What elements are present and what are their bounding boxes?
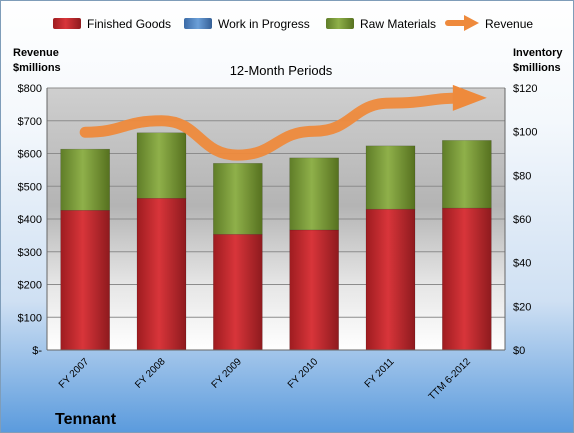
x-tick-label: FY 2008 (133, 356, 168, 391)
left-tick-label: $- (32, 345, 42, 357)
left-tick-label: $700 (18, 116, 42, 128)
bar-finished-goods (60, 210, 110, 351)
bar-raw-materials (213, 163, 263, 235)
legend: Finished Goods Work in Progress Raw Mate… (53, 15, 533, 31)
legend-swatch-work-in-progress (184, 18, 212, 29)
right-tick-label: $80 (513, 170, 531, 182)
right-tick-label: $120 (513, 83, 537, 95)
bar-raw-materials (442, 140, 492, 209)
left-axis-title-line2: $millions (13, 62, 61, 74)
bar-raw-materials (60, 148, 110, 211)
bar-finished-goods (365, 208, 416, 351)
left-tick-label: $100 (18, 312, 42, 324)
left-tick-label: $600 (18, 149, 42, 161)
right-axis-title-line2: $millions (513, 62, 561, 74)
x-tick-label: FY 2010 (286, 356, 321, 391)
right-tick-label: $20 (513, 301, 531, 313)
bar-finished-goods (136, 198, 187, 351)
x-tick-label: TTM 6-2012 (427, 356, 474, 403)
x-tick-label: FY 2011 (363, 356, 397, 390)
bar-finished-goods (289, 229, 339, 351)
right-tick-label: $40 (513, 258, 531, 270)
left-tick-label: $300 (18, 247, 42, 259)
revenue-line-layer (79, 84, 487, 161)
right-tick-label: $100 (513, 127, 537, 139)
revenue-arrowhead (452, 84, 487, 111)
right-tick-label: $60 (513, 214, 531, 226)
bar-raw-materials (289, 157, 339, 231)
left-tick-label: $800 (18, 83, 42, 95)
right-axis-title-line1: Inventory (513, 47, 563, 59)
bar-raw-materials (136, 132, 187, 199)
left-axis-title-line1: Revenue (13, 47, 59, 59)
left-tick-label: $200 (18, 280, 42, 292)
legend-revenue-arrowhead (464, 15, 479, 31)
legend-label-revenue: Revenue (485, 17, 533, 31)
legend-swatch-finished-goods (53, 18, 81, 29)
x-tick-label: FY 2007 (57, 356, 92, 391)
legend-swatch-raw-materials (326, 18, 354, 29)
bar-finished-goods (442, 207, 492, 351)
bar-raw-materials (365, 145, 416, 210)
revenue-line (79, 92, 473, 161)
legend-label-raw-materials: Raw Materials (360, 17, 436, 31)
left-tick-label: $400 (18, 214, 42, 226)
left-tick-label: $500 (18, 181, 42, 193)
chart-subtitle: 12-Month Periods (230, 63, 333, 78)
legend-label-finished-goods: Finished Goods (87, 17, 171, 31)
bar-finished-goods (213, 234, 263, 351)
bars (60, 132, 492, 351)
company-name: Tennant (55, 411, 117, 428)
right-tick-label: $0 (513, 345, 525, 357)
legend-label-work-in-progress: Work in Progress (218, 17, 310, 31)
x-tick-label: FY 2009 (210, 356, 245, 391)
